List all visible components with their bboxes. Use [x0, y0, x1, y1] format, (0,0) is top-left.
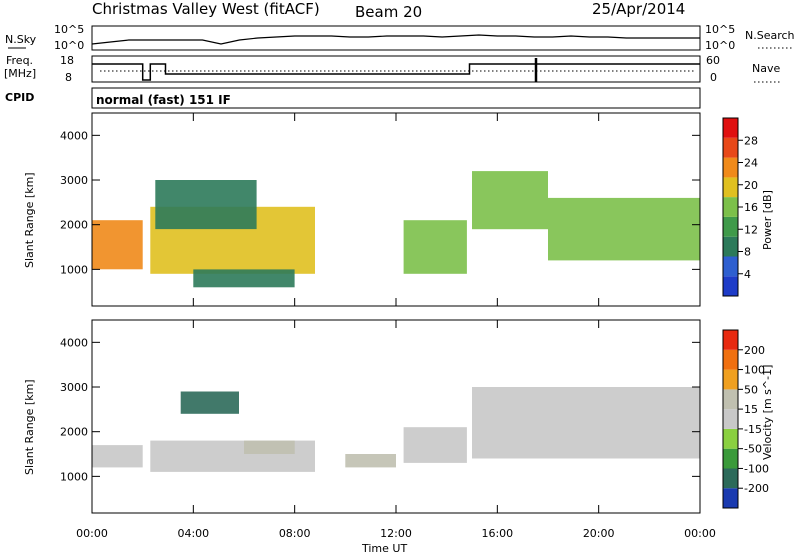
nsky-label: N.Sky: [5, 33, 37, 46]
nsearch-label: N.Search: [745, 29, 795, 42]
colorbar-cell-5: [723, 389, 738, 410]
data-region-6: [472, 387, 700, 459]
power-panel: 1000 2000 3000 4000 Slant Range [km]: [23, 112, 701, 307]
colorbar-cell-2: [723, 236, 738, 257]
power-ylabel: Slant Range [km]: [23, 172, 36, 268]
colorbar-tick-1: 8: [744, 246, 751, 259]
colorbar-tick-4: -15: [744, 423, 762, 436]
cpid-label: CPID: [5, 91, 34, 104]
y-tick-label-0: 1000: [60, 263, 88, 276]
data-region-3: [193, 269, 295, 288]
y-tick-label-1: 2000: [60, 426, 88, 439]
data-region-2: [180, 391, 239, 414]
colorbar-tick-4: 20: [744, 179, 758, 192]
colorbar-tick-6: 28: [744, 134, 758, 147]
colorbar-cell-5: [723, 177, 738, 198]
station-title: Christmas Valley West (fitACF): [92, 0, 320, 18]
beam-label: Beam 20: [355, 3, 422, 21]
y-tick-label-2: 3000: [60, 381, 88, 394]
nsky-panel: N.Sky 10^5 10^0 10^5 10^0 N.Search: [5, 23, 795, 52]
colorbar-tick-6: -100: [744, 462, 769, 475]
colorbar-cell-8: [723, 118, 738, 138]
colorbar-cell-1: [723, 256, 738, 277]
x-tick-label-3: 12:00: [380, 527, 412, 540]
freq-label-line2: [MHz]: [4, 67, 36, 80]
data-region-0: [92, 445, 143, 468]
colorbar-cell-0: [723, 276, 738, 296]
colorbar-cell-6: [723, 369, 738, 390]
data-region-3: [244, 440, 295, 454]
velocity-cbar-label: Velocity [m s^-1]: [761, 365, 774, 460]
colorbar-tick-3: 16: [744, 201, 758, 214]
colorbar-tick-3: 15: [744, 403, 758, 416]
velocity-colorbar: 200 100 50 15 -15 -50 -100 -200 Velocity [m s^-…: [722, 329, 774, 509]
y-tick-label-2: 3000: [60, 174, 88, 187]
colorbar-cell-4: [723, 197, 738, 217]
y-tick-label-0: 1000: [60, 470, 88, 483]
x-tick-label-6: 00:00: [684, 527, 716, 540]
x-axis-label: Time UT: [361, 542, 407, 554]
data-region-0: [92, 220, 143, 270]
velocity-data-layer: [92, 387, 700, 472]
colorbar-cell-7: [723, 137, 738, 158]
freq-panel: Freq. [MHz] 18 8 60 0 Nave: [4, 54, 780, 84]
data-region-2: [155, 180, 257, 230]
colorbar-cell-4: [723, 409, 738, 429]
nsearch-tick-top: 10^5: [705, 23, 735, 36]
power-cbar-label: Power [dB]: [761, 190, 774, 250]
colorbar-cell-2: [723, 448, 738, 469]
velocity-ylabel: Slant Range [km]: [23, 379, 36, 475]
y-tick-label-1: 2000: [60, 219, 88, 232]
colorbar-tick-0: 4: [744, 268, 751, 281]
freq-label-line1: Freq.: [6, 54, 33, 67]
x-tick-label-5: 20:00: [583, 527, 615, 540]
colorbar-cell-8: [723, 330, 738, 350]
data-region-5: [472, 171, 548, 230]
colorbar-cell-6: [723, 157, 738, 178]
data-region-5: [403, 427, 467, 463]
nave-tick-top: 60: [706, 54, 720, 67]
colorbar-tick-2: 12: [744, 223, 758, 236]
cpid-text: normal (fast) 151 IF: [96, 93, 231, 107]
x-tick-label-0: 00:00: [76, 527, 108, 540]
colorbar-cell-1: [723, 468, 738, 489]
x-tick-label-1: 04:00: [177, 527, 209, 540]
colorbar-cell-3: [723, 428, 738, 449]
colorbar-tick-5: -50: [744, 443, 762, 456]
colorbar-cell-3: [723, 216, 738, 237]
power-data-layer: [92, 171, 700, 288]
nsky-tick-top: 10^5: [54, 23, 84, 36]
nsky-tick-bottom: 10^0: [54, 39, 84, 52]
y-tick-label-3: 4000: [60, 129, 88, 142]
nave-tick-bottom: 0: [710, 71, 717, 84]
power-y-ticks: 1000 2000 3000 4000: [60, 129, 700, 276]
x-tick-label-4: 16:00: [481, 527, 513, 540]
power-colorbar: 4 8 12 16 20 24 28 Power [dB]: [722, 117, 774, 297]
data-region-4: [345, 454, 396, 468]
x-tick-label-2: 08:00: [279, 527, 311, 540]
colorbar-tick-1: 100: [744, 364, 765, 377]
colorbar-tick-0: 200: [744, 344, 765, 357]
x-axis-ticks: 00:00 04:00 08:00 12:00 16:00 20:00 00:00: [76, 113, 716, 540]
colorbar-tick-2: 50: [744, 383, 758, 396]
colorbar-cell-7: [723, 349, 738, 370]
nsearch-tick-bottom: 10^0: [705, 39, 735, 52]
nave-label: Nave: [752, 62, 780, 75]
data-region-4: [403, 220, 467, 274]
velocity-y-ticks: 1000 2000 3000 4000: [60, 336, 700, 483]
data-region-6: [548, 197, 700, 261]
colorbar-tick-5: 24: [744, 157, 758, 170]
colorbar-cell-0: [723, 488, 738, 508]
freq-tick-bottom: 8: [65, 71, 72, 84]
y-tick-label-3: 4000: [60, 336, 88, 349]
freq-tick-top: 18: [60, 54, 74, 67]
colorbar-tick-7: -200: [744, 482, 769, 495]
date-label: 25/Apr/2014: [592, 0, 685, 18]
